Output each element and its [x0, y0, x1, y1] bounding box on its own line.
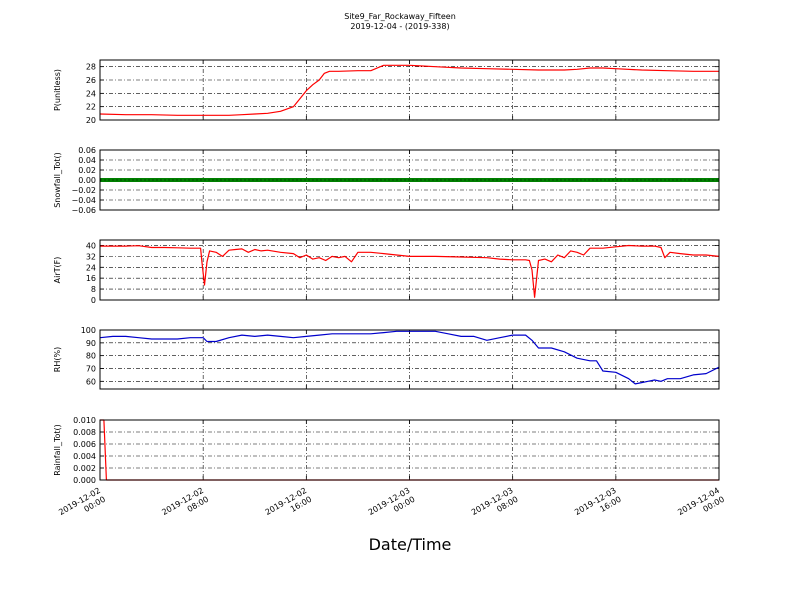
y-tick-label: −0.02: [71, 186, 96, 195]
x-tick-label: 2019-12-0300:00: [367, 486, 417, 526]
x-tick-label: 2019-12-0208:00: [160, 486, 210, 526]
y-tick-label: 0.008: [73, 428, 96, 437]
x-tick-label: 2019-12-0308:00: [470, 486, 520, 526]
y-tick-label: 0.002: [73, 464, 96, 473]
panel-frame: [99, 239, 720, 301]
y-tick-label: 0.000: [73, 476, 96, 485]
series-line-0: [99, 64, 719, 116]
panel-0: 20 22 24 26 28 P(unitless): [53, 59, 720, 125]
y-axis-label: Rainfall_Tot(): [53, 424, 62, 476]
y-tick-label: 16: [86, 274, 96, 283]
x-tick-label: 2019-12-0400:00: [676, 486, 726, 526]
panel-frame: [99, 329, 720, 390]
chart-title: Site9_Far_Rockaway_Fifteen: [344, 12, 456, 21]
y-tick-label: 70: [86, 364, 96, 373]
series-line-2: [100, 244, 720, 298]
y-tick-label: 0.010: [73, 416, 96, 425]
y-tick-label: 24: [86, 263, 96, 272]
panel-frame: [99, 59, 720, 121]
x-axis-label: Date/Time: [369, 535, 452, 554]
x-tick-label: 2019-12-0200:00: [57, 486, 107, 526]
y-axis-label: RH(%): [53, 347, 62, 372]
panel-frame: [99, 149, 720, 211]
y-tick-label: −0.04: [71, 196, 96, 205]
panel-4: 0.000 0.002 0.004 0.006 0.008 0.010 Rainfall_T…: [53, 416, 720, 485]
y-tick-label: 100: [81, 326, 96, 335]
y-tick-label: 24: [86, 89, 96, 98]
chart-subtitle: 2019-12-04 - (2019-338): [350, 22, 449, 31]
y-tick-label: 0.02: [78, 166, 96, 175]
panel-3: 60 70 80 90 100 RH(%): [53, 326, 720, 390]
y-axis-label: AirT(F): [53, 257, 62, 284]
y-tick-label: 26: [86, 76, 96, 85]
y-tick-label: 90: [86, 339, 96, 348]
y-tick-label: 0.00: [78, 176, 96, 185]
panel-2: 0 8 16 24 32 40 AirT(F): [53, 239, 720, 305]
x-tick-labels: 2019-12-0200:00 2019-12-0208:00 2019-12-02…: [57, 486, 726, 526]
y-axis-label: Snowfall_Tot(): [53, 152, 62, 208]
y-axis-label: P(unitless): [53, 69, 62, 111]
panel-1: −0.06−0.04−0.020.000.020.040.06 Snowfall_…: [53, 146, 720, 215]
y-tick-label: 32: [86, 252, 96, 261]
y-tick-label: 0.006: [73, 440, 96, 449]
y-tick-label: 0.004: [73, 452, 96, 461]
y-tick-label: 60: [86, 377, 96, 386]
y-tick-label: 8: [91, 285, 96, 294]
y-tick-label: 0.06: [78, 146, 96, 155]
y-tick-label: 20: [86, 116, 96, 125]
x-tick-label: 2019-12-0316:00: [573, 486, 623, 526]
x-tick-label: 2019-12-0216:00: [264, 486, 314, 526]
y-tick-label: 0: [91, 296, 96, 305]
y-tick-label: −0.06: [71, 206, 96, 215]
panels: 2022242628P(unitless)−0.06−0.04−0.020.00…: [53, 59, 720, 485]
y-tick-label: 22: [86, 103, 96, 112]
y-tick-label: 80: [86, 352, 96, 361]
panel-frame: [99, 419, 720, 481]
series-line-3: [99, 330, 720, 385]
y-tick-label: 28: [86, 63, 96, 72]
y-tick-label: 40: [86, 241, 96, 250]
y-tick-label: 0.04: [78, 156, 96, 165]
